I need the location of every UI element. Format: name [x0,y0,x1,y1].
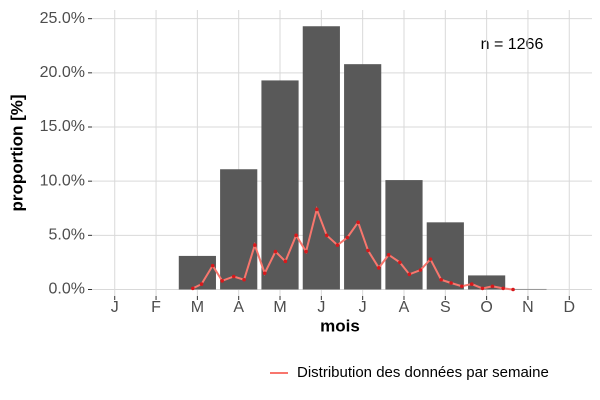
point [273,249,278,254]
point [314,207,319,212]
point [283,259,288,264]
point [231,274,236,279]
point [490,284,495,289]
point [386,253,391,257]
bar [426,222,464,290]
point [480,286,485,291]
point [376,266,381,270]
x-tick-label: J [317,299,325,316]
point [335,243,340,247]
legend-label: Distribution des données par semaine [297,364,549,381]
bar [385,180,423,290]
y-tick-label: 10.0% [40,172,85,189]
point [356,220,360,225]
bar [302,26,340,290]
x-tick-label: M [273,299,286,316]
x-tick-label: O [480,299,492,316]
point [210,263,215,268]
x-tick-label: A [233,299,244,316]
point [460,284,464,289]
point [366,248,370,253]
point [407,272,412,277]
point [469,282,474,286]
y-axis-title: proportion [%] [7,94,26,211]
y-tick-label: 25.0% [40,10,85,27]
x-axis-title: mois [320,316,360,335]
point [262,271,267,276]
y-tick-label: 0.0% [49,281,85,298]
bar [178,255,216,290]
x-tick-label: S [440,299,451,316]
point [439,277,443,282]
point [242,277,246,282]
y-tick-label: 5.0% [49,227,85,244]
annotation: n = 1266 [481,36,544,53]
x-tick-label: J [111,299,119,316]
bar [344,64,382,290]
point [294,233,298,238]
x-tick-label: N [522,299,534,316]
point [398,260,402,265]
point [199,282,204,286]
y-tick-label: 20.0% [40,64,85,81]
x-tick-label: F [151,299,161,316]
point [304,249,308,254]
point [511,287,515,292]
x-tick-label: A [399,299,410,316]
point [449,281,453,285]
x-tick-label: J [359,299,367,316]
point [324,233,329,238]
bar [261,80,299,290]
point [428,257,433,261]
bar [220,169,258,290]
point [345,235,350,240]
point [418,268,423,272]
point [220,279,224,283]
x-tick-label: D [563,299,575,316]
bar [509,288,547,290]
y-tick-label: 15.0% [40,118,85,135]
line [192,206,514,291]
point [253,243,257,247]
x-tick-label: M [191,299,204,316]
point [501,286,505,291]
point [191,286,195,291]
